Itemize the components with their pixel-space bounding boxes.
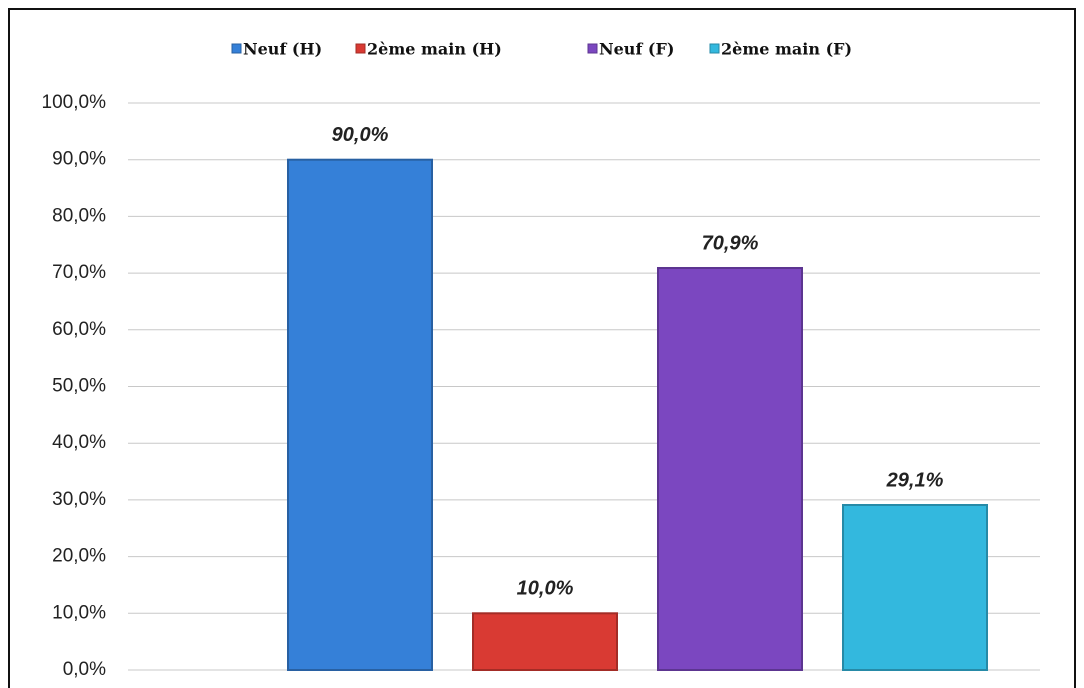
bar	[287, 158, 433, 671]
y-tick-label: 20,0%	[52, 546, 106, 567]
y-tick-label: 70,0%	[52, 262, 106, 283]
value-label: 10,0%	[517, 578, 574, 600]
value-label: 70,9%	[702, 232, 759, 254]
legend-label: 2ème main (F)	[721, 40, 852, 59]
y-tick-label: 50,0%	[52, 376, 106, 397]
legend-label: 2ème main (H)	[367, 40, 502, 59]
y-tick-label: 40,0%	[52, 432, 106, 453]
legend-label: Neuf (H)	[243, 40, 322, 59]
bar	[472, 612, 618, 671]
legend-swatch	[231, 43, 242, 54]
y-tick-label: 90,0%	[52, 149, 106, 170]
value-label: 29,1%	[886, 469, 944, 491]
legend-swatch	[587, 43, 598, 54]
legend-swatch	[709, 43, 720, 54]
bar	[842, 504, 988, 671]
y-tick-label: 30,0%	[52, 489, 106, 510]
y-tick-label: 0,0%	[63, 659, 106, 680]
legend-swatch	[355, 43, 366, 54]
legend-label: Neuf (F)	[599, 40, 674, 59]
frame	[8, 8, 1076, 688]
y-tick-label: 80,0%	[52, 205, 106, 226]
value-label: 90,0%	[332, 124, 389, 146]
y-tick-label: 10,0%	[52, 602, 106, 623]
y-tick-label: 60,0%	[52, 319, 106, 340]
y-tick-label: 100,0%	[42, 92, 107, 113]
bar	[657, 266, 803, 671]
